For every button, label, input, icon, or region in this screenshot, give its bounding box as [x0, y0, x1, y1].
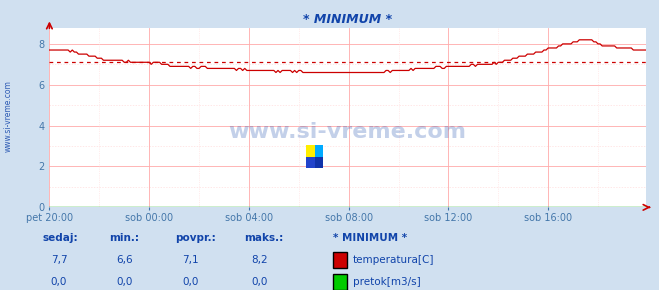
Text: 0,0: 0,0 — [117, 277, 133, 287]
Text: 0,0: 0,0 — [183, 277, 199, 287]
Bar — [315, 145, 323, 157]
Title: * MINIMUM *: * MINIMUM * — [303, 13, 392, 26]
Text: 8,2: 8,2 — [252, 255, 268, 265]
Text: 7,1: 7,1 — [183, 255, 199, 265]
Text: 7,7: 7,7 — [51, 255, 67, 265]
Text: sedaj:: sedaj: — [43, 233, 78, 243]
Text: 6,6: 6,6 — [117, 255, 133, 265]
Text: povpr.:: povpr.: — [175, 233, 215, 243]
Text: min.:: min.: — [109, 233, 139, 243]
Text: maks.:: maks.: — [244, 233, 283, 243]
Text: 0,0: 0,0 — [51, 277, 67, 287]
Text: pretok[m3/s]: pretok[m3/s] — [353, 277, 420, 287]
Text: 0,0: 0,0 — [252, 277, 268, 287]
Text: * MINIMUM *: * MINIMUM * — [333, 233, 407, 243]
Text: www.si-vreme.com: www.si-vreme.com — [3, 80, 13, 152]
Text: temperatura[C]: temperatura[C] — [353, 255, 434, 265]
Bar — [315, 157, 323, 168]
Bar — [306, 145, 315, 157]
Bar — [306, 157, 315, 168]
Text: www.si-vreme.com: www.si-vreme.com — [229, 122, 467, 142]
